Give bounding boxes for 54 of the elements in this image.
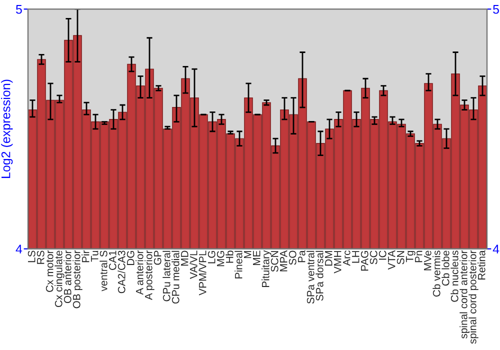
- x-tick-label: CA2/CA3: [118, 250, 126, 294]
- x-tick-label: SPa ventral: [306, 250, 314, 304]
- x-tick-label: OB anterior: [64, 250, 72, 304]
- x-tick-label: CPu lateral: [162, 250, 170, 302]
- x-tick-label: Cx cingulate: [54, 250, 64, 308]
- x-tick-label: VMH: [334, 251, 342, 274]
- x-tick-label: DM: [325, 251, 332, 266]
- x-tick-label: SPa dorsal: [316, 250, 324, 301]
- x-tick-label: IC: [378, 250, 386, 260]
- x-tick-label: Retina: [478, 250, 486, 280]
- x-tick-label: A anterior: [136, 250, 144, 295]
- x-tick-label: CA1: [108, 250, 116, 270]
- x-tick-label: MPA: [280, 250, 288, 272]
- x-tick-label: Pir: [82, 250, 90, 262]
- x-tick-label: RS: [36, 250, 44, 264]
- x-tick-label: SN: [396, 251, 404, 264]
- y2-tick-label: 5: [493, 5, 499, 14]
- x-tick-label: SCN: [270, 251, 278, 272]
- x-tick-label: Cb vermis: [432, 250, 440, 297]
- x-tick-label: M: [244, 251, 252, 258]
- x-tick-label: A posterior: [144, 250, 154, 300]
- x-tick-label: Arc: [343, 250, 350, 266]
- x-tick-label: ME: [253, 250, 260, 266]
- x-tick-label: spinal cord anterior: [460, 250, 470, 339]
- y2-tick-label: 4: [492, 244, 500, 254]
- x-tick-label: Pa: [298, 250, 306, 262]
- x-tick-label: DG: [126, 251, 134, 266]
- x-tick-label: Cb lobe: [442, 250, 450, 286]
- x-tick-label: Cb nucleus: [450, 250, 458, 302]
- x-tick-label: Tu: [91, 250, 98, 262]
- x-tick-label: Pn: [415, 250, 422, 262]
- x-tick-label: Tg: [406, 250, 416, 262]
- y-axis-title: Log2 (expression): [1, 80, 13, 178]
- x-tick-label: Hb: [226, 250, 234, 263]
- x-tick-label: Cx motor: [46, 250, 54, 292]
- x-tick-label: Pineal: [234, 250, 242, 278]
- x-tick-label: ventral S: [100, 250, 108, 292]
- x-tick-label: LS: [28, 250, 36, 262]
- x-tick-label: MVe: [424, 250, 432, 270]
- x-tick-label: LH: [352, 251, 360, 263]
- x-tick-label: VA/VL: [190, 250, 198, 279]
- x-tick-label: CPu medial: [172, 250, 180, 304]
- x-tick-label: LG: [208, 251, 216, 264]
- x-tick-label: OB posterior: [72, 250, 82, 308]
- x-tick-label: GP: [154, 250, 162, 265]
- x-tick-label: spinal cord posterior: [468, 250, 478, 344]
- x-tick-label: Pituitary: [262, 250, 272, 288]
- x-tick-label: VTA: [388, 250, 396, 270]
- x-tick-label: MD: [181, 250, 188, 266]
- x-tick-label: SC: [370, 250, 378, 264]
- x-tick-label: PAG: [360, 251, 368, 271]
- x-tick-label: VPM/VPL: [198, 250, 206, 296]
- x-tick-label: SO: [288, 250, 296, 265]
- x-tick-label: MG: [216, 251, 224, 266]
